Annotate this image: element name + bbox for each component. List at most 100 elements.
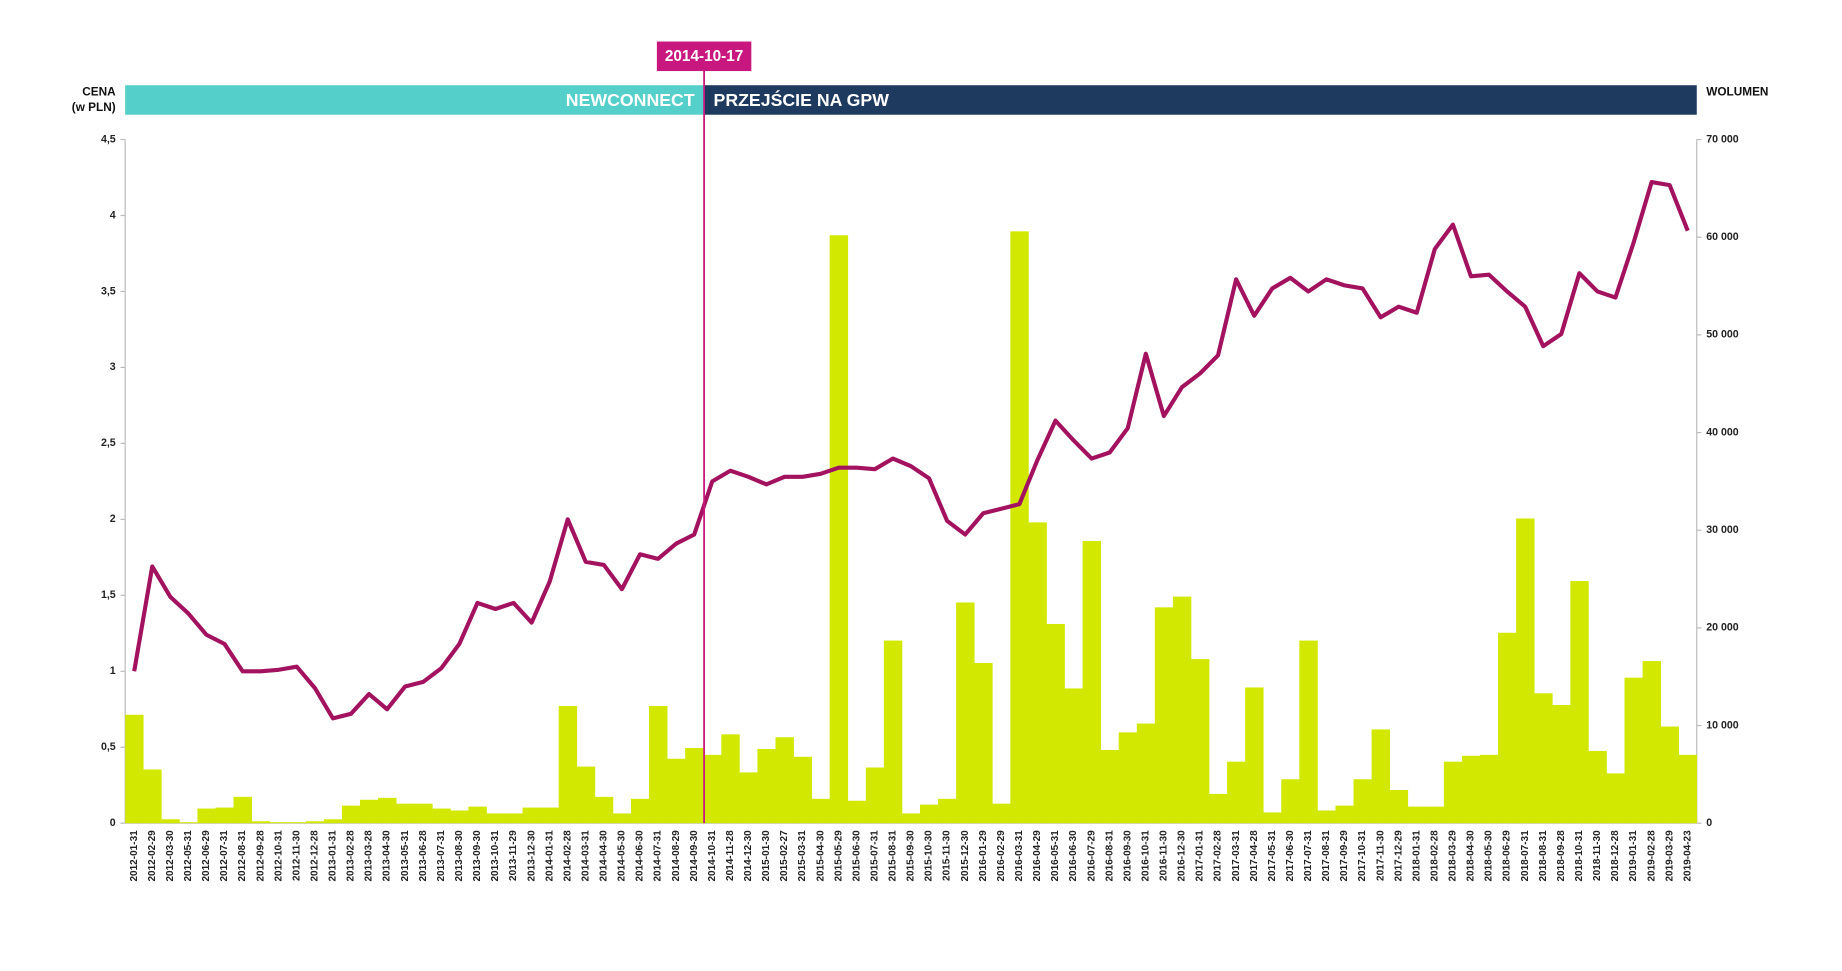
bar	[1425, 806, 1445, 824]
bar	[1010, 231, 1029, 824]
x-tick-label: 2013-05-31	[400, 830, 411, 882]
bar	[1299, 640, 1318, 824]
x-tick-label: 2014-11-28	[725, 830, 736, 881]
x-tick-label: 2013-11-29	[508, 830, 519, 881]
x-tick-label: 2018-06-29	[1502, 830, 1513, 882]
bar-layer	[125, 231, 1698, 824]
x-tick-label: 2015-10-30	[924, 830, 935, 882]
x-tick-label: 2015-04-30	[815, 830, 826, 882]
x-tick-label: 2019-04-23	[1682, 830, 1693, 882]
y2-tick-label: 40 000	[1706, 426, 1739, 438]
bar	[1136, 723, 1156, 824]
bar	[811, 798, 831, 824]
bar	[1281, 779, 1300, 824]
x-tick-label: 2013-07-31	[436, 830, 447, 882]
x-tick-label: 2015-12-30	[960, 830, 971, 882]
bar	[721, 734, 740, 824]
x-tick-label: 2016-10-31	[1140, 830, 1151, 882]
x-tick-label: 2018-02-28	[1429, 830, 1440, 882]
bar	[685, 747, 704, 824]
bar	[143, 769, 162, 824]
bar	[468, 806, 487, 824]
bar	[323, 819, 343, 824]
x-tick-label: 2013-02-28	[346, 830, 357, 882]
y-tick-label: 1	[110, 665, 116, 677]
bar	[1190, 659, 1210, 824]
x-tick-label: 2013-10-31	[490, 830, 501, 882]
bar	[1678, 754, 1698, 824]
y2-axis-title: WOLUMEN	[1706, 84, 1768, 98]
x-tick-label: 2017-11-30	[1375, 830, 1386, 881]
y-tick-label: 2,5	[101, 437, 116, 449]
x-tick-label: 2012-05-31	[183, 830, 194, 882]
bar	[1606, 773, 1625, 824]
x-tick-label: 2013-12-30	[526, 830, 537, 882]
x-tick-label: 2015-05-29	[833, 830, 844, 882]
x-tick-label: 2012-03-30	[165, 830, 176, 882]
bar	[883, 640, 903, 824]
marker-label: 2014-10-17	[665, 48, 743, 65]
x-tick-label: 2012-11-30	[291, 830, 302, 881]
y-axis-title: CENA	[82, 84, 116, 98]
bar	[1588, 750, 1607, 824]
x-tick-label: 2014-02-28	[562, 830, 573, 882]
x-tick-label: 2014-12-30	[743, 830, 754, 882]
x-tick-label: 2018-07-31	[1520, 830, 1531, 882]
y2-tick-label: 10 000	[1706, 719, 1739, 731]
bar	[251, 821, 271, 824]
y2-tick-label: 0	[1706, 817, 1712, 829]
bar	[919, 804, 939, 824]
x-tick-label: 2014-09-30	[689, 830, 700, 882]
x-tick-label: 2014-10-31	[707, 830, 718, 882]
x-tick-label: 2015-06-30	[851, 830, 862, 882]
y-tick-label: 2	[110, 513, 116, 525]
x-tick-label: 2017-03-31	[1231, 830, 1242, 882]
x-tick-label: 2017-05-31	[1267, 830, 1278, 882]
bar	[504, 813, 523, 824]
x-tick-label: 2015-09-30	[906, 830, 917, 882]
bar	[1660, 726, 1680, 824]
bar	[1389, 789, 1409, 824]
x-tick-label: 2014-05-30	[617, 830, 628, 882]
bar	[612, 813, 632, 824]
y-tick-label: 1,5	[101, 589, 116, 601]
x-tick-label: 2019-01-31	[1628, 830, 1639, 882]
bar	[775, 737, 794, 824]
bar	[649, 706, 668, 824]
bar	[1046, 623, 1065, 824]
x-tick-label: 2017-08-31	[1321, 830, 1332, 882]
bar	[956, 602, 975, 824]
x-tick-label: 2015-07-31	[869, 830, 880, 882]
x-tick-label: 2012-09-28	[255, 830, 266, 882]
x-tick-label: 2016-12-30	[1177, 830, 1188, 882]
y-tick-label: 4	[110, 209, 116, 221]
bar	[1624, 677, 1643, 824]
bar	[1443, 761, 1463, 824]
bar	[630, 798, 650, 824]
phase-label: NEWCONNECT	[566, 90, 695, 110]
bar	[901, 813, 921, 824]
bar	[992, 803, 1011, 824]
x-tick-label: 2016-08-31	[1104, 830, 1115, 882]
bar	[1461, 755, 1481, 824]
y2-tick-label: 20 000	[1706, 622, 1739, 634]
x-tick-label: 2018-03-29	[1448, 830, 1459, 882]
bar	[305, 821, 325, 824]
y-tick-label: 0,5	[101, 741, 116, 753]
bar	[197, 808, 216, 824]
bar	[594, 796, 614, 824]
x-tick-label: 2018-10-31	[1574, 830, 1585, 882]
bar	[1082, 540, 1101, 824]
bar	[1570, 580, 1589, 824]
bar	[341, 805, 361, 824]
x-tick-label: 2016-06-30	[1068, 830, 1079, 882]
bar	[450, 810, 469, 824]
y-tick-label: 0	[110, 817, 116, 829]
x-tick-label: 2016-09-30	[1122, 830, 1133, 882]
x-tick-label: 2016-07-29	[1086, 830, 1097, 882]
x-tick-label: 2012-12-28	[309, 830, 320, 882]
bar	[1028, 522, 1047, 824]
x-tick-label: 2012-02-29	[147, 830, 158, 882]
bar	[1263, 812, 1282, 824]
x-tick-label: 2013-04-30	[382, 830, 393, 882]
